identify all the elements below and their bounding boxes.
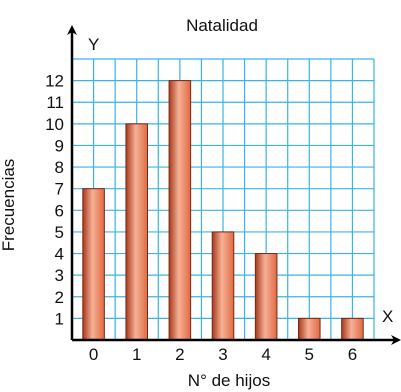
y-tick-label: 7	[55, 180, 64, 199]
y-tick-label: 1	[55, 309, 64, 328]
y-tick-label: 11	[46, 93, 64, 112]
y-tick-label: 5	[55, 223, 64, 242]
y-tick-label: 12	[45, 72, 64, 91]
y-tick-label: 9	[55, 136, 64, 155]
x-tick-label: 3	[218, 345, 227, 364]
y-tick-label: 2	[55, 288, 64, 307]
x-tick-labels: 0 1 2 3 4 5 6	[89, 345, 357, 364]
y-tick-label: 8	[55, 158, 64, 177]
x-axis-letter: X	[382, 307, 393, 326]
bar-2	[168, 80, 192, 341]
x-tick-label: 5	[305, 345, 314, 364]
y-axis-letter: Y	[88, 35, 99, 54]
bar-3	[211, 231, 235, 341]
y-axis-label: Frecuencias	[0, 159, 18, 252]
y-tick-label: 6	[55, 201, 64, 220]
chart-title: Natalidad	[186, 16, 258, 35]
x-tick-label: 1	[132, 345, 141, 364]
y-tick-label: 3	[55, 266, 64, 285]
bar-1	[125, 123, 149, 341]
x-tick-label: 4	[261, 345, 270, 364]
y-tick-label: 10	[45, 115, 64, 134]
x-tick-label: 2	[175, 345, 184, 364]
bar-5	[298, 317, 321, 341]
x-tick-label: 0	[89, 345, 98, 364]
bar-0	[82, 188, 105, 341]
bar-4	[254, 253, 278, 341]
x-axis-label: N° de hijos	[188, 371, 270, 390]
bar-6	[341, 317, 364, 341]
y-tick-label: 4	[55, 245, 64, 264]
x-tick-label: 6	[348, 345, 357, 364]
